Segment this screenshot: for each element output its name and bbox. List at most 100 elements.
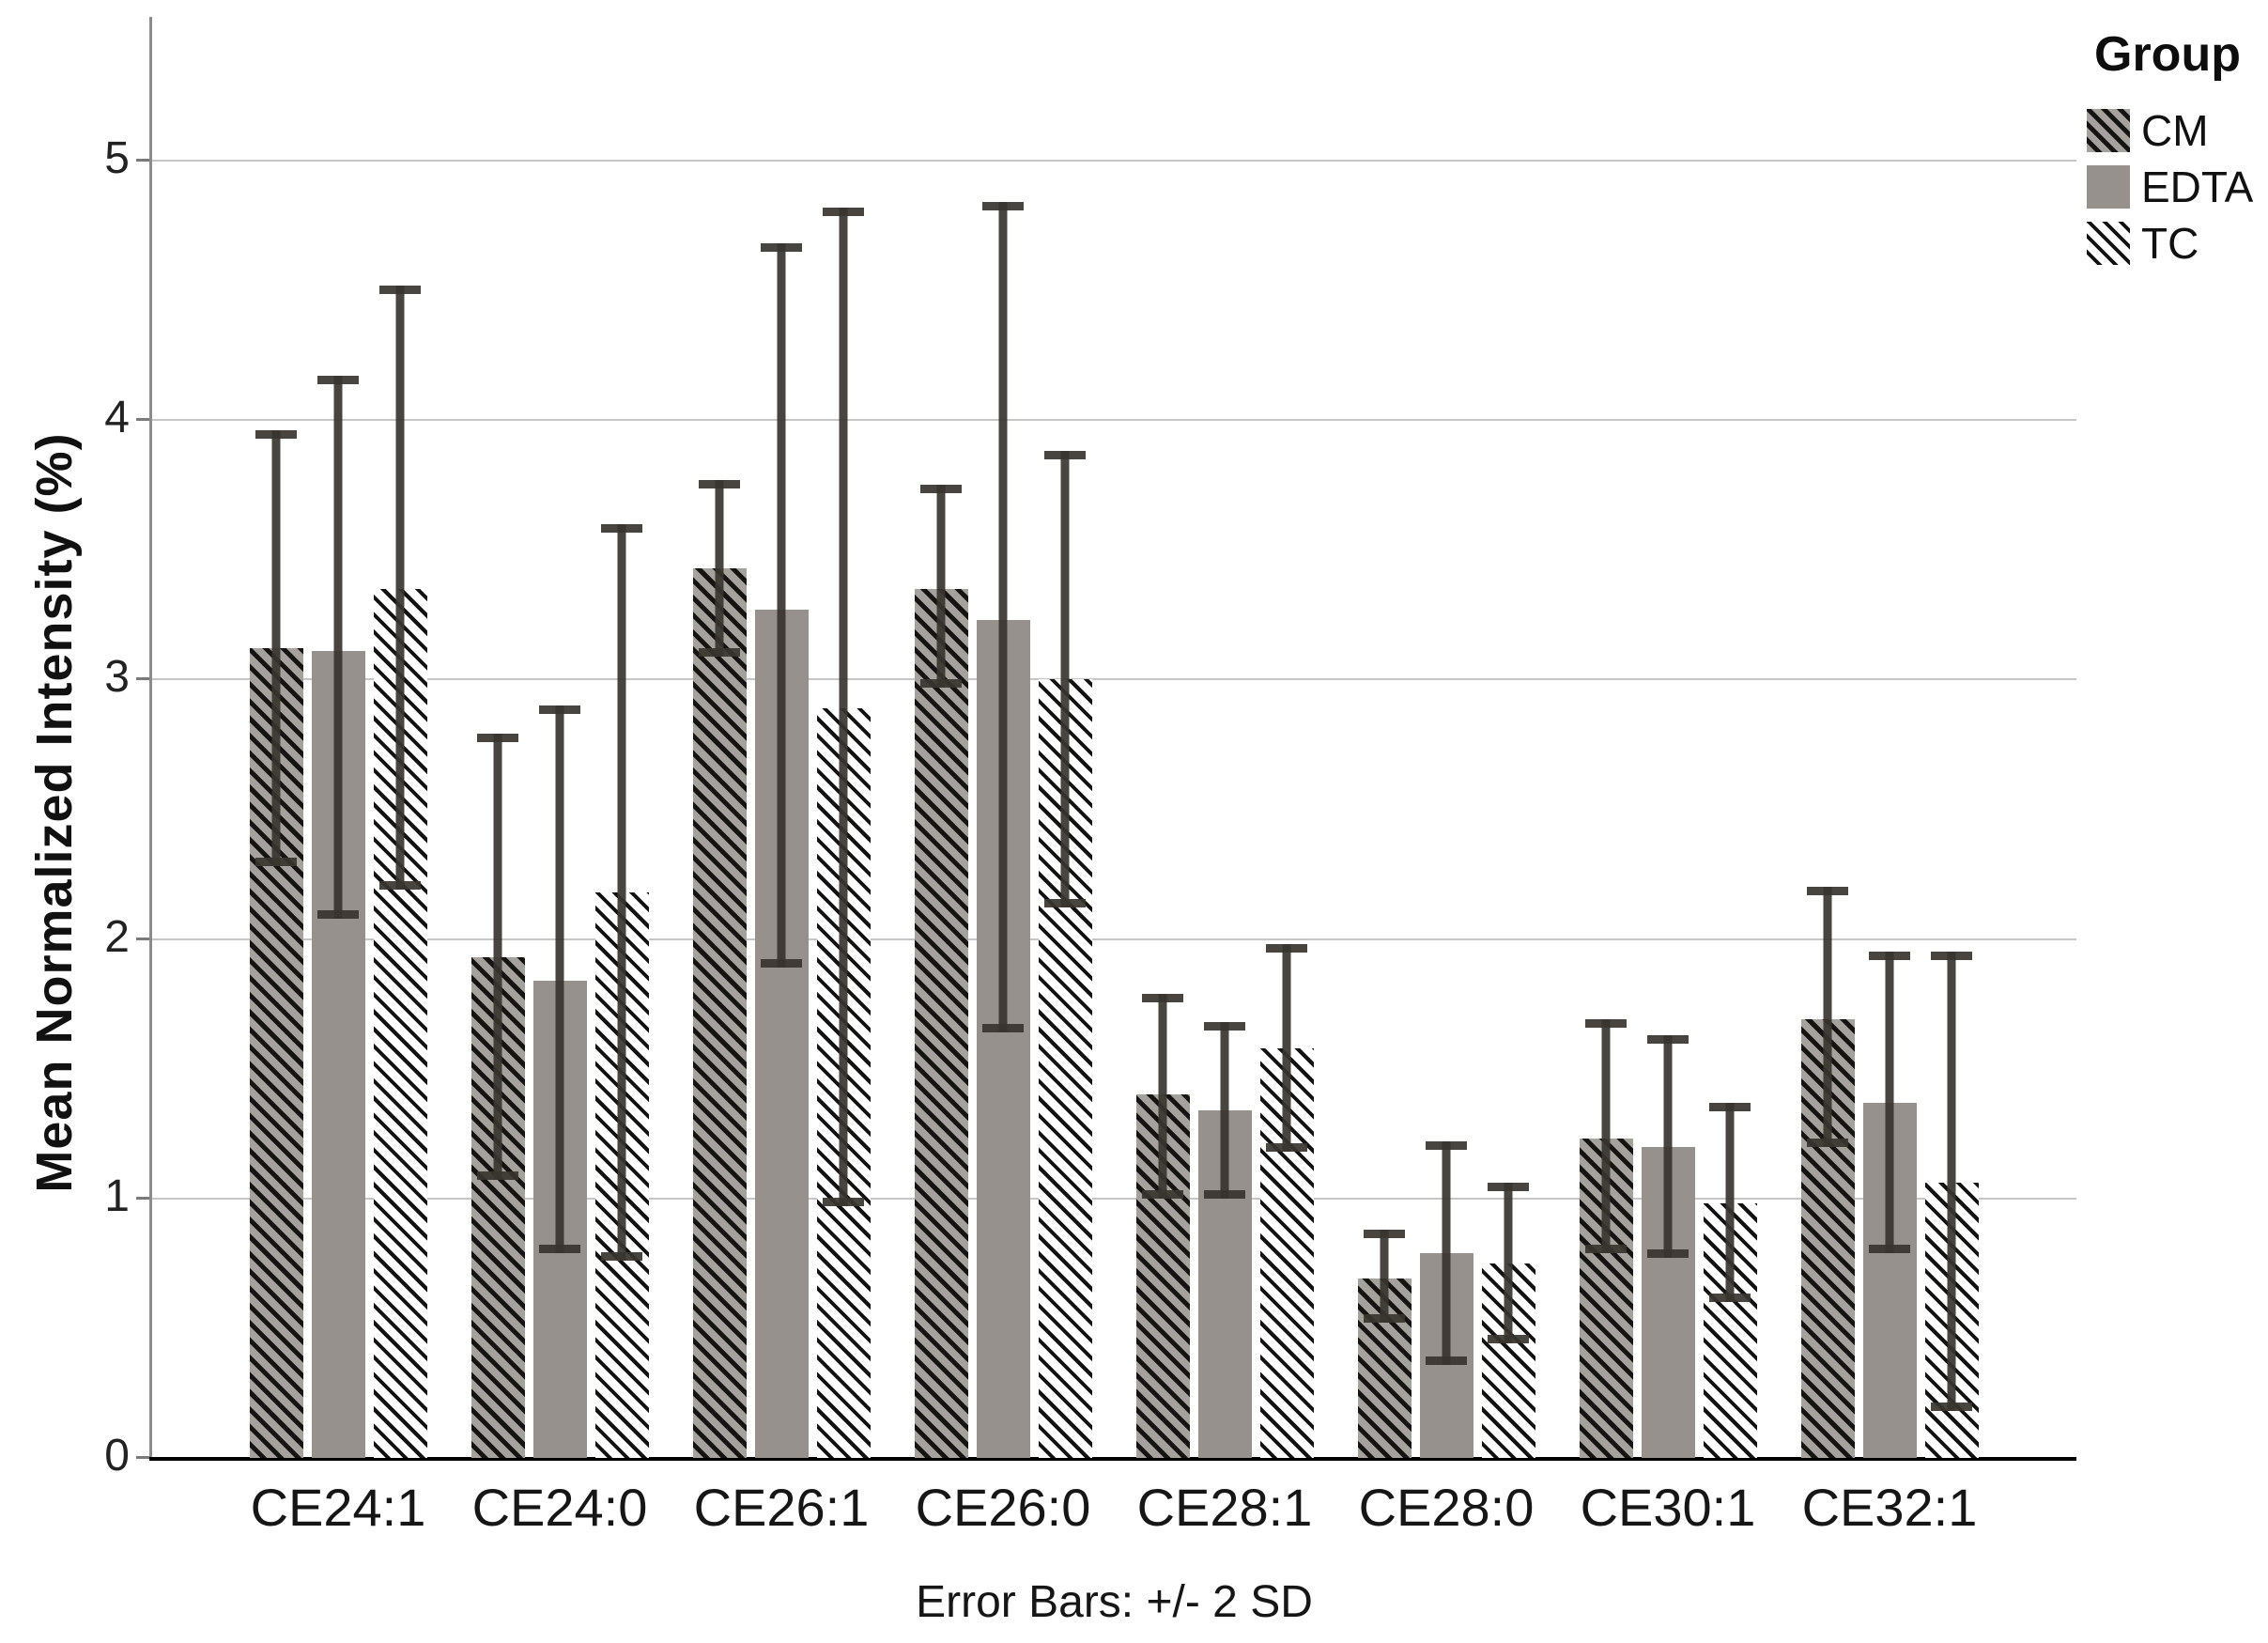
error-bar-cap-bottom [1266,1143,1307,1153]
legend-item-tc: TC [2087,222,2265,265]
legend-item-label: TC [2141,219,2199,268]
error-bar-cm-CE24:0 [477,734,518,1181]
error-bar-stem [271,430,281,867]
error-bar-stem [1663,1034,1673,1259]
y-tick-label-0: 0 [104,1431,130,1480]
error-bar-cap-top [1807,887,1848,896]
error-bar-edta-CE24:0 [539,705,580,1253]
error-bar-cap-bottom [1647,1249,1689,1259]
legend-swatch-cm [2087,109,2130,152]
error-bar-cap-bottom [699,647,740,657]
gridline-y1 [152,1197,2076,1200]
x-tick-label-CE28:0: CE28:0 [1358,1478,1535,1537]
y-tick-mark-4 [136,418,149,422]
y-tick-mark-3 [136,677,149,681]
y-axis-title: Mean Normalized Intensity (%) [26,432,83,1193]
bar-cm-CE26:1 [692,567,747,1458]
error-bar-cap-bottom [982,1024,1024,1033]
error-bar-edta-CE24:1 [317,376,359,919]
error-bar-edta-CE30:1 [1647,1034,1689,1259]
error-bar-stem [998,202,1008,1033]
error-bar-stem [715,479,724,657]
error-bar-stem [936,485,946,688]
error-bar-cap-bottom [1142,1189,1183,1199]
error-bar-tc-CE32:1 [1931,952,1972,1412]
error-bar-cap-top [1142,993,1183,1002]
legend: Group CM EDTA TC [2087,26,2265,278]
error-bar-tc-CE26:0 [1044,451,1086,908]
error-bar-cap-bottom [317,909,359,919]
y-tick-label-5: 5 [104,133,130,183]
legend-item-cm: CM [2087,109,2265,152]
error-bar-stem [1442,1141,1451,1365]
error-bar-cap-top [1931,952,1972,961]
y-tick-mark-0 [136,1456,149,1459]
error-bar-cap-bottom [255,858,297,867]
error-bar-stem [1158,993,1167,1199]
error-bar-stem [395,285,405,891]
error-bar-stem [1947,952,1956,1412]
error-bar-cap-top [920,485,962,494]
error-bar-edta-CE32:1 [1869,952,1910,1253]
error-bar-cap-top [699,479,740,488]
bar-cm-CE26:0 [914,588,968,1458]
error-bar-edta-CE28:1 [1204,1022,1245,1199]
error-bar-cap-bottom [1807,1138,1848,1147]
error-bar-stem [617,523,626,1262]
error-bar-cap-bottom [823,1198,864,1207]
error-bar-cap-bottom [539,1244,580,1253]
error-bar-cap-bottom [477,1171,518,1181]
error-bar-stem [1220,1022,1229,1199]
error-bar-tc-CE28:0 [1488,1183,1529,1344]
error-bar-cap-bottom [1931,1403,1972,1412]
y-axis-line [149,17,152,1458]
error-bar-tc-CE24:1 [379,285,421,891]
error-bar-cm-CE28:1 [1142,993,1183,1199]
gridline-y5 [152,160,2076,162]
error-bar-cap-top [1709,1102,1751,1111]
y-tick-label-4: 4 [104,393,130,443]
error-bar-cap-top [1266,944,1307,953]
x-tick-label-CE24:0: CE24:0 [471,1478,648,1537]
legend-item-label: EDTA [2141,163,2254,211]
error-bar-stem [1823,887,1832,1147]
y-tick-mark-1 [136,1196,149,1200]
error-bar-cap-bottom [601,1252,642,1262]
error-bar-cm-CE26:0 [920,485,962,688]
category-row [152,17,2076,1458]
error-bar-cap-top [1585,1019,1627,1029]
bar-group-CE32:1 [1779,17,2000,1458]
bar-group-CE28:1 [1114,17,1335,1458]
error-bar-cap-top [317,376,359,385]
error-bar-cm-CE28:0 [1364,1229,1405,1324]
error-bar-stem [333,376,343,919]
error-bar-cap-bottom [1204,1189,1245,1199]
error-bar-stem [1282,944,1291,1153]
error-bar-stem [1601,1019,1611,1253]
y-tick-label-2: 2 [104,911,130,962]
error-bar-cap-top [539,705,580,715]
error-bar-cap-top [601,523,642,533]
error-bar-cm-CE30:1 [1585,1019,1627,1253]
error-bar-cap-bottom [379,881,421,891]
error-bar-cap-top [1488,1183,1529,1192]
x-tick-label-CE26:1: CE26:1 [693,1478,870,1537]
gridline-y3 [152,678,2076,681]
error-bar-cm-CE24:1 [255,430,297,867]
error-bar-cap-bottom [761,958,802,968]
x-axis-baseline [149,1457,2076,1461]
error-bar-cap-top [1426,1141,1467,1151]
error-bar-cap-top [823,207,864,216]
error-bar-cap-bottom [1044,899,1086,908]
x-tick-label-CE28:1: CE28:1 [1136,1478,1313,1537]
bar-group-CE24:0 [449,17,671,1458]
error-bar-cap-bottom [1709,1294,1751,1303]
error-bar-tc-CE26:1 [823,207,864,1207]
error-bar-cap-top [1869,952,1910,961]
error-bar-stem [1060,451,1070,908]
error-bar-cm-CE32:1 [1807,887,1848,1147]
x-tick-label-CE32:1: CE32:1 [1801,1478,1978,1537]
error-bar-cap-top [255,430,297,440]
error-bar-edta-CE28:0 [1426,1141,1467,1365]
